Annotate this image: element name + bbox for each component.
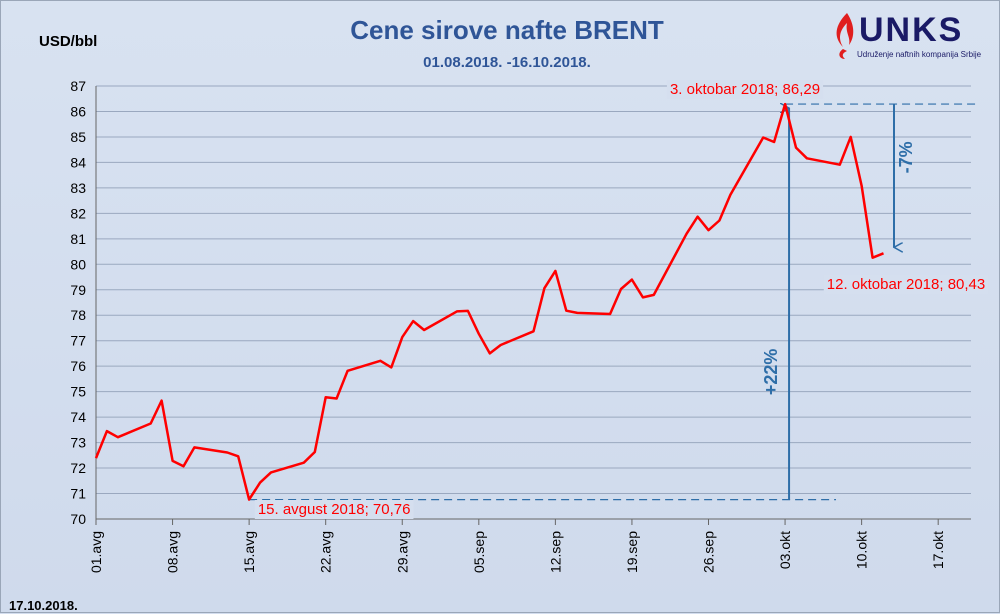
chart-subtitle: 01.08.2018. -16.10.2018. bbox=[423, 54, 591, 71]
x-tick-label: 08.avg bbox=[165, 531, 181, 573]
x-tick-label: 17.okt bbox=[930, 531, 946, 569]
y-tick-label: 75 bbox=[70, 384, 86, 400]
flame-icon bbox=[829, 11, 857, 61]
y-tick-label: 81 bbox=[70, 231, 86, 247]
y-tick-label: 79 bbox=[70, 282, 86, 298]
x-tick-label: 12.sep bbox=[547, 531, 563, 573]
footer-date: 17.10.2018. bbox=[9, 598, 78, 613]
y-tick-label: 82 bbox=[70, 205, 86, 221]
y-tick-label: 77 bbox=[70, 333, 86, 349]
y-tick-label: 76 bbox=[70, 358, 86, 374]
y-tick-label: 86 bbox=[70, 103, 86, 119]
y-axis-label: USD/bbl bbox=[39, 33, 97, 50]
rise-label: +22% bbox=[761, 349, 781, 396]
unks-logo: UNKS Udruženje naftnih kompanija Srbije bbox=[827, 11, 987, 63]
x-tick-label: 10.okt bbox=[854, 531, 870, 569]
y-tick-label: 72 bbox=[70, 460, 86, 476]
y-tick-label: 80 bbox=[70, 256, 86, 272]
y-tick-label: 74 bbox=[70, 409, 86, 425]
x-tick-label: 19.sep bbox=[624, 531, 640, 573]
y-tick-label: 87 bbox=[70, 78, 86, 94]
last-annotation: 12. oktobar 2018; 80,43 bbox=[827, 276, 985, 293]
chart-title: Cene sirove nafte BRENT bbox=[350, 15, 664, 45]
logo-wordmark: UNKS bbox=[859, 11, 963, 50]
x-tick-label: 22.avg bbox=[318, 531, 334, 573]
x-tick-label: 29.avg bbox=[394, 531, 410, 573]
y-tick-label: 83 bbox=[70, 180, 86, 196]
x-tick-label: 26.sep bbox=[701, 531, 717, 573]
fall-label: -7% bbox=[896, 141, 916, 173]
y-tick-label: 85 bbox=[70, 129, 86, 145]
x-tick-label: 15.avg bbox=[241, 531, 257, 573]
y-tick-label: 73 bbox=[70, 435, 86, 451]
y-tick-label: 71 bbox=[70, 486, 86, 502]
x-tick-label: 01.avg bbox=[88, 531, 104, 573]
x-tick-label: 05.sep bbox=[471, 531, 487, 573]
max-annotation: 3. oktobar 2018; 86,29 bbox=[670, 81, 820, 98]
y-tick-label: 84 bbox=[70, 154, 86, 170]
price-series-line bbox=[96, 104, 884, 500]
logo-tagline: Udruženje naftnih kompanija Srbije bbox=[857, 50, 981, 59]
y-tick-label: 78 bbox=[70, 307, 86, 323]
x-tick-label: 03.okt bbox=[777, 531, 793, 569]
min-annotation: 15. avgust 2018; 70,76 bbox=[258, 501, 411, 518]
y-tick-label: 70 bbox=[70, 511, 86, 527]
